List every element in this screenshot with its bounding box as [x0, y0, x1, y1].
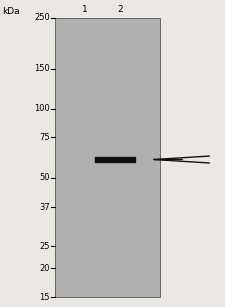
Text: 150: 150	[34, 64, 50, 73]
Text: 100: 100	[34, 104, 50, 113]
Text: 250: 250	[34, 14, 50, 22]
Text: 15: 15	[40, 293, 50, 301]
Text: 75: 75	[39, 133, 50, 142]
Text: 25: 25	[40, 242, 50, 251]
Text: 20: 20	[40, 264, 50, 273]
Text: 50: 50	[40, 173, 50, 182]
Text: 2: 2	[117, 5, 123, 14]
Text: kDa: kDa	[2, 7, 20, 16]
Text: 1: 1	[82, 5, 88, 14]
Bar	[55, 18, 160, 297]
Text: 37: 37	[39, 203, 50, 212]
